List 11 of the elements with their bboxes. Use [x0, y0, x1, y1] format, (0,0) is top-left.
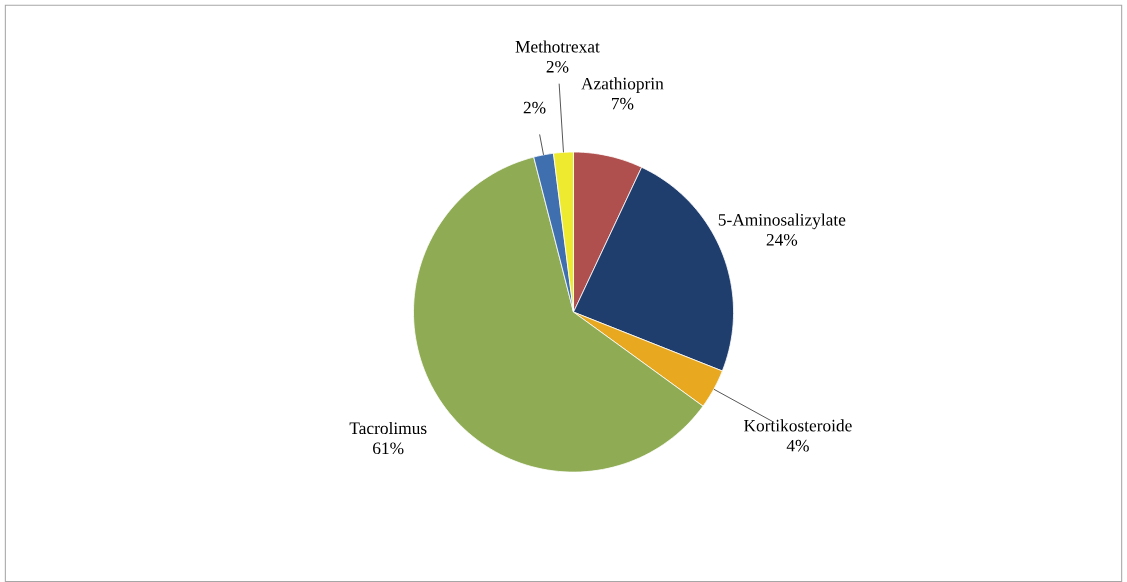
slice-label: 5-Aminosalizylate — [718, 213, 846, 230]
slice-label: Kortikosteroide — [744, 419, 852, 432]
data-label: 4% — [786, 439, 809, 452]
slice-label: Tacrolimus — [349, 421, 427, 435]
slice-label: Azathioprin — [581, 77, 664, 93]
data-label: 7% — [611, 97, 634, 110]
slice-label: Methotrexat — [515, 40, 600, 53]
data-label: 2% — [546, 60, 569, 73]
data-label: 24% — [766, 233, 798, 246]
data-label: 2% — [523, 101, 546, 114]
data-label: 61% — [373, 442, 404, 455]
